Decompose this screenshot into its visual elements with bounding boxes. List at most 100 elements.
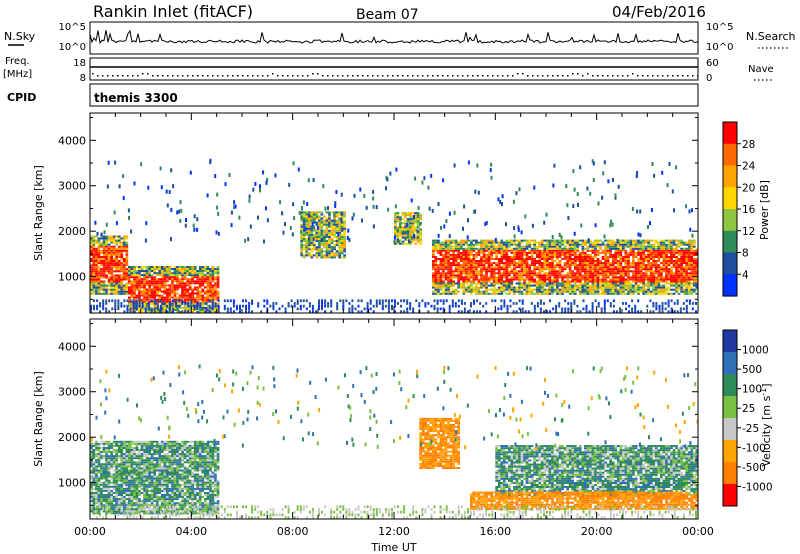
range-gate-cell: [320, 221, 324, 224]
range-gate-cell: [173, 298, 177, 301]
range-gate-cell: [444, 260, 448, 262]
range-gate-cell: [480, 245, 483, 248]
range-gate-cell: [102, 251, 106, 254]
range-gate-cell: [566, 284, 569, 287]
range-gate-cell: [657, 256, 661, 258]
range-gate-cell: [561, 274, 564, 277]
ground-scatter-cell: [631, 299, 634, 303]
range-gate-cell: [112, 239, 116, 242]
range-gate-cell: [115, 276, 118, 279]
range-gate-cell: [302, 244, 306, 247]
range-gate-cell: [128, 280, 131, 283]
range-gate-cell: [665, 266, 668, 269]
range-gate-cell: [125, 237, 129, 240]
range-gate-cell: [695, 249, 698, 252]
range-gate-cell: [120, 253, 124, 256]
nave-sample: [587, 73, 589, 75]
range-gate-cell: [639, 290, 643, 293]
range-gate-cell: [115, 286, 118, 289]
range-gate-cell: [457, 282, 460, 285]
range-gate-cell: [586, 256, 590, 258]
range-gate-cell: [670, 292, 673, 295]
range-gate-cell: [305, 227, 308, 230]
range-gate-cell: [178, 268, 182, 270]
range-gate-cell: [520, 256, 524, 258]
range-gate-cell: [510, 260, 514, 262]
ground-scatter-cell: [330, 302, 333, 305]
range-gate-cell: [110, 280, 113, 283]
range-gate-cell: [604, 260, 607, 262]
range-gate-cell: [305, 231, 308, 234]
range-gate-cell: [644, 258, 648, 260]
range-gate-cell: [482, 292, 486, 295]
range-gate-cell: [333, 221, 336, 224]
ground-scatter-cell: [357, 299, 360, 303]
range-gate-cell: [328, 252, 331, 255]
range-gate-cell: [690, 292, 694, 295]
range-gate-cell: [404, 214, 407, 217]
range-gate-cell: [477, 272, 481, 275]
range-gate-cell: [216, 280, 220, 283]
ground-scatter-cell: [409, 302, 412, 305]
range-gate-cell: [692, 272, 696, 275]
range-gate-cell: [92, 272, 96, 275]
range-gate-cell: [492, 276, 496, 279]
range-gate-cell: [535, 290, 539, 293]
ground-scatter-cell: [491, 299, 494, 303]
range-gate-cell: [340, 244, 344, 247]
range-gate-cell: [305, 221, 308, 224]
range-gate-cell: [211, 270, 215, 272]
range-gate-cell: [660, 256, 663, 258]
scatter-echo: [558, 232, 561, 237]
ground-scatter-cell: [384, 304, 387, 308]
range-gate-cell: [487, 284, 491, 287]
ground-scatter-cell: [284, 307, 287, 311]
range-gate-cell: [533, 262, 536, 265]
range-gate-cell: [627, 264, 630, 267]
range-gate-cell: [492, 292, 496, 295]
range-gate-cell: [307, 236, 311, 238]
scatter-echo: [515, 191, 518, 196]
range-gate-cell: [497, 260, 501, 262]
range-gate-cell: [183, 298, 187, 301]
range-gate-cell: [307, 254, 311, 257]
range-gate-cell: [629, 243, 633, 246]
range-gate-cell: [596, 280, 600, 283]
ground-scatter-cell: [506, 304, 509, 308]
range-gate-cell: [449, 276, 453, 279]
range-gate-cell: [505, 262, 509, 265]
range-gate-cell: [110, 253, 113, 256]
range-gate-cell: [589, 253, 592, 256]
range-gate-cell: [561, 249, 564, 252]
range-gate-cell: [145, 302, 149, 305]
range-gate-cell: [654, 270, 658, 273]
range-gate-cell: [300, 219, 303, 222]
ground-scatter-cell: [208, 304, 211, 308]
range-gate-cell: [130, 274, 134, 277]
range-gate-cell: [528, 249, 531, 252]
range-gate-cell: [594, 239, 597, 242]
range-gate-cell: [611, 243, 615, 246]
range-gate-cell: [685, 243, 688, 246]
range-gate-cell: [619, 258, 623, 260]
range-gate-cell: [416, 222, 420, 225]
range-gate-cell: [454, 258, 458, 260]
range-gate-cell: [328, 219, 331, 222]
range-gate-cell: [148, 311, 151, 313]
range-gate-cell: [462, 256, 466, 258]
scatter-echo: [214, 174, 217, 179]
ground-scatter-cell: [242, 304, 244, 308]
nave-sample: [382, 75, 384, 77]
range-gate-cell: [596, 286, 600, 289]
range-gate-cell: [145, 311, 149, 313]
range-gate-cell: [214, 294, 217, 297]
range-gate-cell: [508, 239, 511, 242]
range-gate-cell: [447, 284, 450, 287]
range-gate-cell: [647, 262, 650, 265]
range-gate-cell: [442, 290, 445, 293]
range-gate-cell: [490, 245, 493, 248]
range-gate-cell: [100, 282, 103, 285]
range-gate-cell: [160, 311, 164, 313]
ground-scatter-cell: [515, 310, 518, 313]
range-gate-cell: [573, 256, 577, 258]
